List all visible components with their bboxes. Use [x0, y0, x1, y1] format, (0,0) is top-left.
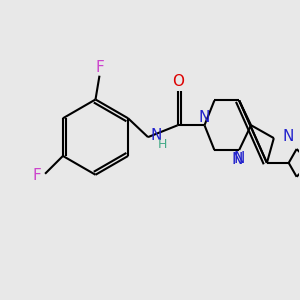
Text: N: N — [233, 152, 245, 166]
Text: N: N — [232, 152, 243, 167]
Text: N: N — [283, 129, 294, 144]
Text: F: F — [95, 60, 104, 75]
Text: F: F — [33, 168, 41, 183]
Text: N: N — [151, 128, 162, 142]
Text: O: O — [172, 74, 184, 89]
Text: H: H — [158, 138, 167, 151]
Text: N: N — [199, 110, 210, 125]
